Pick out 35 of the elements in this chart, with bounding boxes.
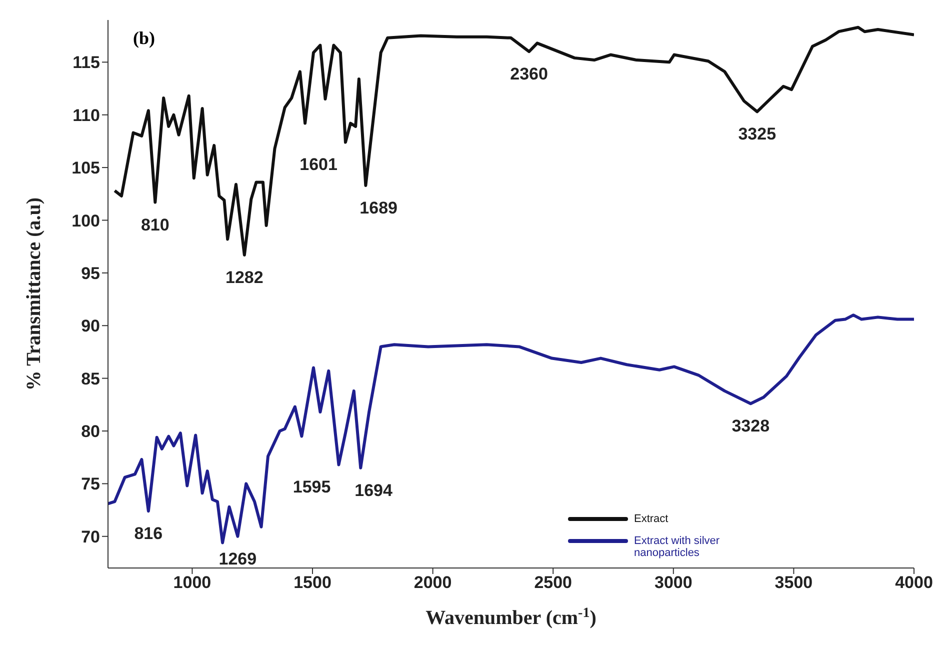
line-series (108, 314, 914, 544)
text: Extract with silver nanoparticles (634, 535, 721, 559)
annotation: 3328 (732, 416, 770, 436)
y-tick-label: 115 (72, 53, 100, 72)
annotation: 810 (140, 215, 170, 234)
y-tick-label: 70 (81, 527, 100, 546)
y-tick-label: 75 (81, 474, 100, 494)
x-tick-label: 1500 (294, 573, 332, 592)
annotation: (b) (133, 28, 155, 49)
x-tick-label: 2500 (534, 573, 572, 592)
y-axis-title: % Transmittance (a.u) (23, 197, 45, 391)
x-axis-title: Wavenumber (cm$^{-1}$) (426, 606, 596, 629)
annotation: 816 (134, 524, 163, 544)
y-tick-label: 95 (81, 264, 100, 283)
annotation: 1595 (292, 478, 331, 497)
x-tick-label: 1000 (173, 573, 212, 592)
y-tick-label: 80 (81, 422, 100, 442)
annotation: 2360 (510, 64, 548, 84)
annotation: 1269 (218, 549, 257, 568)
y-tick-label: 110 (72, 106, 100, 125)
x-tick-label: 2000 (414, 573, 452, 592)
y-tick-label: 90 (81, 316, 100, 336)
annotation: 1282 (226, 268, 264, 288)
x-tick-label: 3500 (774, 573, 813, 592)
annotation: 1694 (354, 480, 393, 500)
line-series (113, 26, 914, 257)
text: Extract (634, 513, 670, 525)
y-tick-label: 105 (72, 158, 100, 178)
y-tick-label: 85 (81, 369, 100, 388)
annotation: 3325 (738, 124, 776, 144)
x-tick-label: 3000 (654, 573, 692, 592)
annotation: 1689 (360, 198, 398, 218)
annotation: 1601 (300, 155, 338, 174)
x-tick-label: 4000 (895, 573, 933, 592)
y-tick-label: 100 (72, 211, 100, 230)
